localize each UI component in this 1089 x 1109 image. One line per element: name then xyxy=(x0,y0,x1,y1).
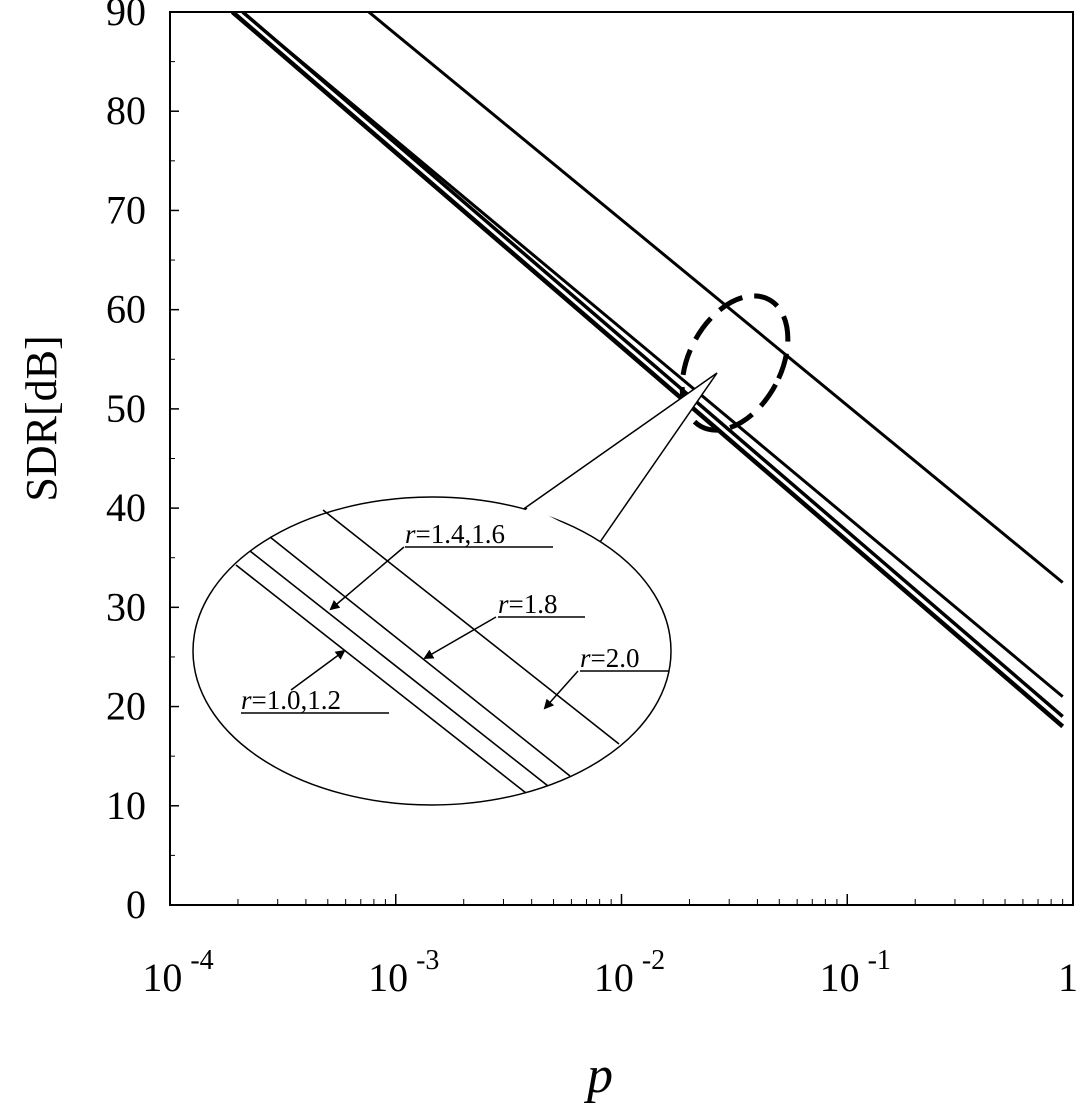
series-line xyxy=(230,12,1065,729)
zoom-region-ellipse xyxy=(679,293,791,433)
annotation-label: r=1.8 xyxy=(498,589,558,619)
annotation-label: r=1.4,1.6 xyxy=(405,519,505,549)
y-axis-title: SDR[dB] xyxy=(17,335,66,501)
annotation-label: r=1.0,1.2 xyxy=(241,685,341,715)
x-axis-title: p xyxy=(583,1047,613,1104)
y-tick-label: 90 xyxy=(106,0,146,34)
axes xyxy=(169,11,1074,906)
y-tick-label: 0 xyxy=(126,882,146,927)
x-tick-label: 10 -2 xyxy=(594,945,665,1000)
zoom-series-line xyxy=(322,509,620,745)
y-tick-label: 40 xyxy=(106,485,146,530)
zoom-series-line xyxy=(249,550,549,787)
y-tick-label: 70 xyxy=(106,187,146,232)
x-tick-label: 10 -3 xyxy=(368,945,439,1000)
zoom-callout-seam xyxy=(505,506,597,560)
annotation-label: r=2.0 xyxy=(580,643,640,673)
zoom-inset xyxy=(192,293,791,806)
annotation-arrow xyxy=(290,649,346,691)
zoom-series-line xyxy=(235,564,527,794)
x-tick-label: 10 -1 xyxy=(820,945,891,1000)
y-tick-label: 10 xyxy=(106,783,146,828)
series-lines xyxy=(230,12,1065,729)
zoom-series-line xyxy=(269,536,571,777)
y-tick-label: 50 xyxy=(106,386,146,431)
series-line xyxy=(258,25,1064,698)
series-line xyxy=(241,12,1064,718)
annotation-arrow xyxy=(329,546,405,611)
x-tick-label: 10 -4 xyxy=(142,945,213,1000)
annotation-arrow xyxy=(423,616,497,660)
y-tick-label: 60 xyxy=(106,287,146,332)
x-tick-label: 1 xyxy=(1058,955,1078,1000)
y-tick-label: 20 xyxy=(106,684,146,729)
y-tick-label: 30 xyxy=(106,584,146,629)
zoom-callout-pointer xyxy=(523,372,718,543)
labels: 0 10 20 30 40 50 60 70 80 90 10 -4 10 -3 10 -2 10 -1 1 p SDR… xyxy=(17,0,1078,1104)
y-tick-label: 80 xyxy=(106,88,146,133)
series-line xyxy=(367,12,1064,584)
annotation-arrow xyxy=(543,670,579,710)
